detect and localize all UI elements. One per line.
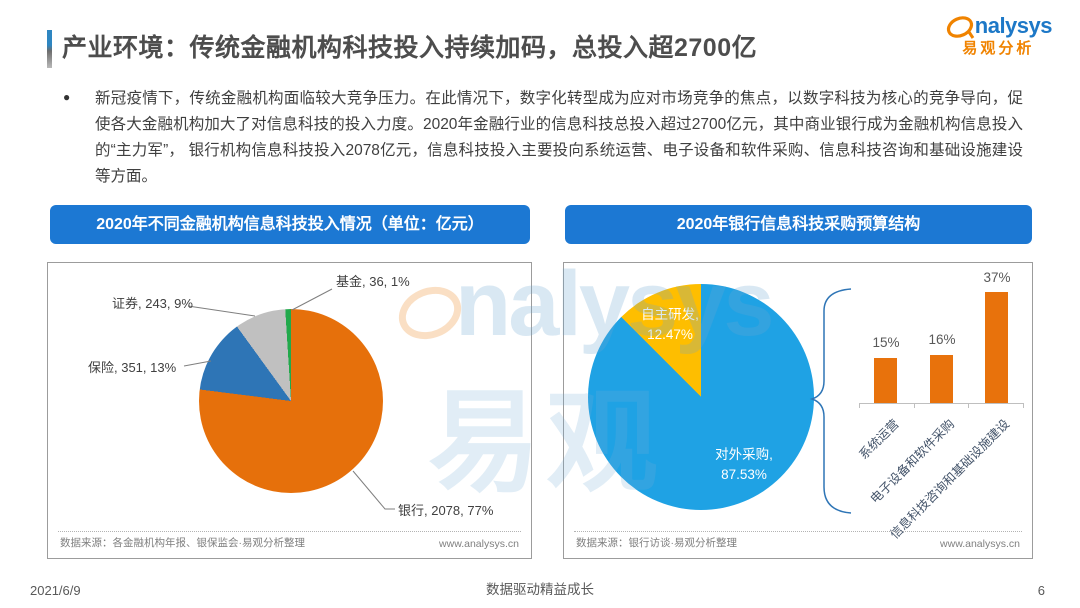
logo-brand-chinese: 易观分析 xyxy=(962,40,1035,57)
pie-label-inhouse-name: 自主研发, xyxy=(641,307,699,322)
right-source-note: 数据来源：银行访谈·易观分析整理 xyxy=(576,537,737,549)
pie-label-external-name: 对外采购, xyxy=(715,447,773,462)
callout-insurance: 保险, 351, 13% xyxy=(88,360,177,375)
bullet-icon: ● xyxy=(63,90,71,104)
pie-label-external-pct: 87.53% xyxy=(721,467,767,482)
axis-tick xyxy=(968,403,969,408)
axis-tick xyxy=(859,403,860,408)
summary-paragraph: 新冠疫情下，传统金融机构面临较大竞争压力。在此情况下，数字化转型成为应对市场竞争… xyxy=(95,90,1023,185)
pie-label-inhouse: 自主研发, 12.47% xyxy=(620,305,720,345)
bar-system-operation xyxy=(874,358,897,403)
dotted-divider xyxy=(58,531,521,532)
axis-tick xyxy=(1023,403,1024,408)
pie-label-inhouse-pct: 12.47% xyxy=(647,327,693,342)
bar-consulting-infrastructure xyxy=(985,292,1008,403)
title-accent-bar xyxy=(47,30,52,68)
callout-securities: 证券, 243, 9% xyxy=(112,296,193,311)
logo-swirl-icon xyxy=(946,16,975,39)
footer-page-number: 6 xyxy=(1037,583,1045,598)
footer-date: 2021/6/9 xyxy=(30,583,81,598)
left-chart-title: 2020年不同金融机构信息科技投入情况（单位：亿元） xyxy=(50,205,530,244)
right-chart-title: 2020年银行信息科技采购预算结构 xyxy=(565,205,1032,244)
pie-financial-it-investment xyxy=(199,309,383,493)
bar-value-label: 15% xyxy=(872,335,900,350)
callout-bank: 银行, 2078, 77% xyxy=(398,503,494,518)
axis-tick xyxy=(914,403,915,408)
bar-value-label: 16% xyxy=(928,332,956,347)
bar-value-label: 37% xyxy=(983,270,1011,285)
bar-category-label: 系统运营 xyxy=(856,416,902,463)
pie-procurement-structure xyxy=(588,284,814,510)
bar-equipment-software xyxy=(930,355,953,403)
brand-logo: nalysys 易观分析 xyxy=(945,12,1053,58)
logo-brand-text: nalysys xyxy=(974,12,1053,38)
left-source-note: 数据来源：各金融机构年报、银保监会·易观分析整理 xyxy=(60,537,305,549)
dotted-divider xyxy=(574,531,1022,532)
left-website-note: www.analysys.cn xyxy=(439,538,519,550)
right-chart-panel: 自主研发, 12.47% 对外采购, 87.53% 15% 16% 37% 系统… xyxy=(563,262,1033,559)
footer-slogan: 数据驱动精益成长 xyxy=(486,582,594,597)
bar-axis-line xyxy=(859,403,1024,404)
left-chart-panel: 基金, 36, 1% 证券, 243, 9% 保险, 351, 13% 银行, … xyxy=(47,262,532,559)
right-website-note: www.analysys.cn xyxy=(940,538,1020,550)
pie-label-external: 对外采购, 87.53% xyxy=(694,445,794,485)
callout-fund: 基金, 36, 1% xyxy=(336,274,410,289)
page-title: 产业环境：传统金融机构科技投入持续加码，总投入超2700亿 xyxy=(62,34,758,62)
